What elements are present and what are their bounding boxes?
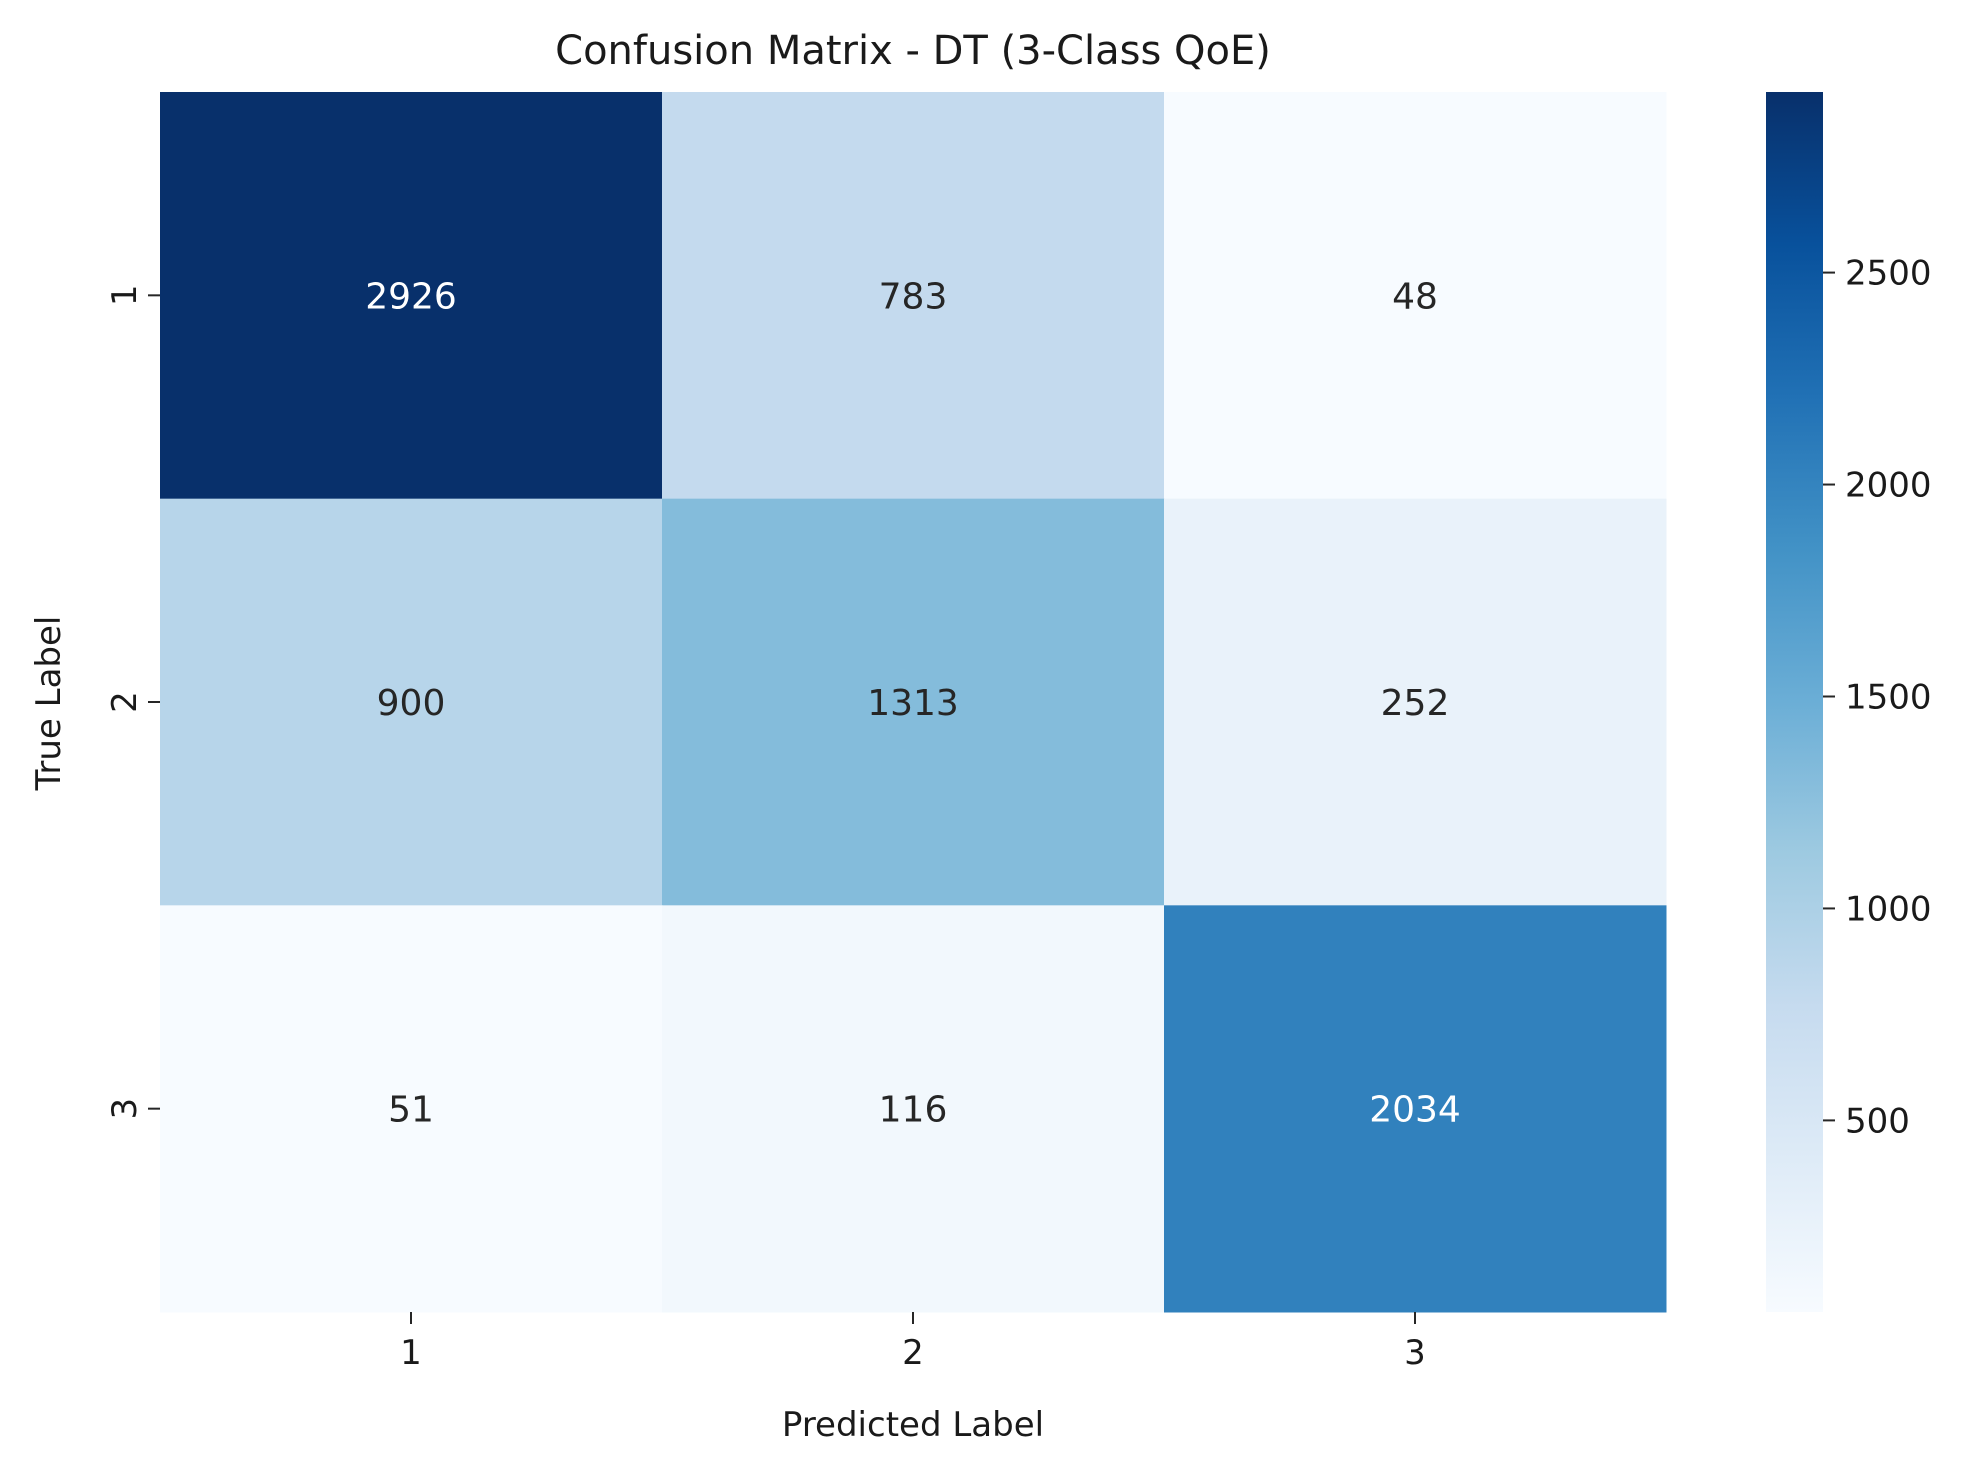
colorbar-tick-label: 2000: [1845, 466, 1932, 506]
y-tick-label: 1: [105, 285, 145, 307]
heatmap-cell: [662, 905, 1165, 1313]
cell-value-label: 48: [1392, 276, 1438, 317]
heatmap-cell: [160, 905, 663, 1313]
x-tick-label: 1: [400, 1333, 422, 1373]
x-tick-label: 3: [1404, 1333, 1426, 1373]
x-tick-label: 2: [902, 1333, 924, 1373]
chart-title: Confusion Matrix - DT (3-Class QoE): [555, 28, 1271, 74]
heatmap-cell: [1164, 905, 1667, 1313]
y-tick-label: 2: [105, 691, 145, 713]
cell-value-label: 1313: [867, 683, 959, 724]
colorbar-tick-label: 1500: [1845, 677, 1932, 717]
heatmap-cell: [1164, 92, 1667, 500]
cell-value-label: 51: [388, 1090, 434, 1131]
y-tick-label: 3: [105, 1098, 145, 1120]
y-axis-ticks: 1 2 3: [105, 285, 160, 1120]
heatmap-cell: [1164, 498, 1667, 906]
cell-value-label: 900: [377, 683, 446, 724]
cell-value-label: 116: [879, 1090, 948, 1131]
cell-value-label: 2034: [1369, 1090, 1461, 1131]
cell-value-label: 252: [1381, 683, 1450, 724]
heatmap-cell: [662, 92, 1165, 500]
heatmap-cell: [160, 498, 663, 906]
cell-value-label: 783: [879, 276, 948, 317]
y-axis-label: True Label: [29, 616, 69, 792]
heatmap-cells: [160, 92, 1667, 1313]
cell-annotations: 2926 783 48 900 1313 252 51 116 2034: [365, 276, 1461, 1130]
heatmap-cell: [160, 92, 663, 500]
colorbar: 500 1000 1500 2000 2500: [1766, 92, 1932, 1312]
colorbar-tick-label: 500: [1845, 1101, 1910, 1141]
cell-value-label: 2926: [365, 276, 457, 317]
x-axis-ticks: 1 2 3: [400, 1312, 1426, 1373]
colorbar-tick-label: 2500: [1845, 254, 1932, 294]
colorbar-ticks: 500 1000 1500 2000 2500: [1823, 254, 1932, 1141]
colorbar-tick-label: 1000: [1845, 889, 1932, 929]
heatmap-cell: [662, 498, 1165, 906]
x-axis-label: Predicted Label: [782, 1405, 1044, 1445]
colorbar-gradient: [1766, 92, 1823, 1312]
